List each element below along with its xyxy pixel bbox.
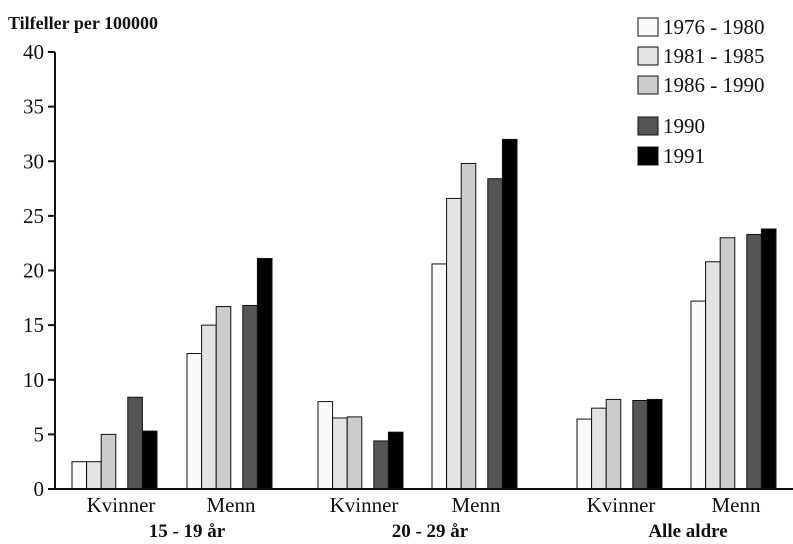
bar	[256, 257, 273, 490]
bar	[591, 407, 607, 490]
bar	[746, 233, 762, 490]
y-tick-label: 20	[23, 259, 44, 283]
legend-swatch	[637, 46, 659, 66]
bar	[576, 418, 593, 490]
bar	[705, 261, 721, 490]
bar	[242, 304, 258, 490]
y-tick-label: 25	[23, 204, 44, 228]
bar	[86, 461, 102, 490]
category-labels: Kvinner Menn 15 - 19 år Kvinner Menn 20 - 29 …	[87, 493, 761, 542]
category-label: Kvinner	[87, 493, 156, 517]
y-tick-label: 40	[23, 40, 44, 64]
legend-swatch	[637, 75, 659, 95]
y-tick-label: 15	[23, 313, 44, 337]
bar	[373, 440, 389, 490]
bar	[632, 400, 648, 490]
y-tick-label: 0	[34, 477, 45, 501]
bar	[215, 306, 232, 490]
category-label: Menn	[452, 493, 501, 517]
category-label: Kvinner	[587, 493, 656, 517]
bar	[431, 263, 448, 490]
y-ticks: 0 5 10 15 20 25 30 35 40	[23, 40, 55, 501]
y-tick-label: 5	[34, 422, 45, 446]
category-label: Kvinner	[330, 493, 399, 517]
bar	[501, 138, 518, 490]
bar	[646, 398, 663, 490]
group-label: 20 - 29 år	[392, 521, 469, 542]
bar	[317, 401, 334, 490]
bar	[127, 396, 143, 490]
bar	[446, 197, 462, 490]
bar	[346, 416, 363, 490]
bar	[332, 417, 348, 490]
bars-layer	[71, 138, 777, 490]
category-label: Menn	[207, 493, 256, 517]
y-axis-title: Tilfeller per 100000	[8, 13, 158, 33]
legend-swatch	[637, 116, 659, 136]
legend-swatch	[637, 17, 659, 37]
bar	[141, 430, 158, 490]
bar	[387, 431, 404, 490]
y-tick-label: 30	[23, 149, 44, 173]
y-tick-label: 35	[23, 95, 44, 119]
bar	[605, 398, 622, 490]
legend-label: 1990	[663, 114, 705, 138]
group-label: 15 - 19 år	[149, 521, 226, 542]
category-label: Menn	[712, 493, 761, 517]
bar	[71, 461, 88, 490]
group-label: Alle aldre	[648, 521, 727, 542]
legend-label: 1991	[663, 144, 705, 168]
legend: 1976 - 1980 1981 - 1985 1986 - 1990 1990 199…	[637, 15, 765, 168]
legend-label: 1986 - 1990	[663, 73, 765, 97]
legend-label: 1981 - 1985	[663, 44, 765, 68]
bar	[100, 433, 117, 490]
bar	[760, 228, 777, 490]
legend-swatch	[637, 146, 659, 166]
bar	[690, 300, 707, 490]
y-tick-label: 10	[23, 368, 44, 392]
bar	[201, 324, 217, 490]
bar	[186, 353, 203, 490]
bar	[719, 237, 736, 490]
bar	[460, 162, 477, 490]
legend-label: 1976 - 1980	[663, 15, 765, 39]
bar	[487, 178, 503, 490]
